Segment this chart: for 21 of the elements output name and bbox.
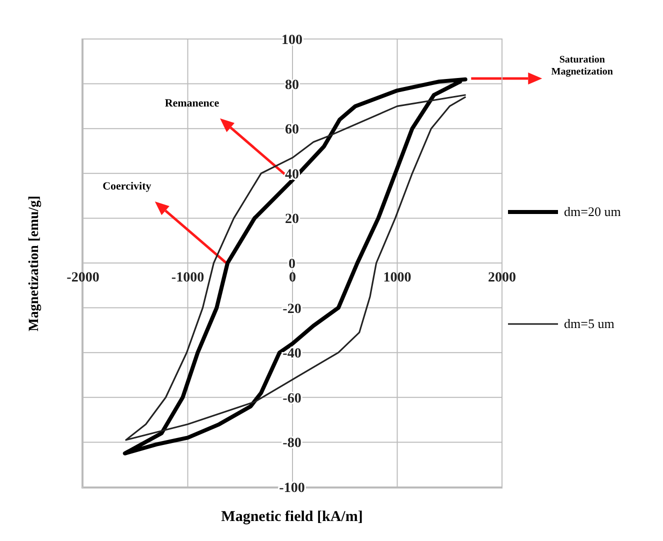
y-tick-label: 100	[282, 33, 302, 48]
annotation: Remanence	[164, 97, 220, 110]
annotation: Coercivity	[102, 180, 152, 192]
x-tick-label: -1000	[171, 270, 204, 286]
y-tick-label: 80	[285, 78, 299, 93]
text: Saturation Magnetization	[551, 54, 614, 78]
y-tick-label: -20	[282, 302, 302, 317]
x-tick-label: -2000	[66, 270, 100, 286]
y-tick-label: 60	[285, 122, 299, 138]
y-tick-label: -80	[282, 436, 302, 452]
legend-label: dm=20 um	[564, 204, 621, 220]
x-axis-title: Magnetic field [kA/m]	[221, 509, 363, 525]
y-tick-label: -40	[282, 346, 302, 362]
y-tick-label: 20	[285, 212, 299, 228]
y-tick-label: -60	[282, 391, 302, 406]
x-tick-label: 1000	[383, 270, 412, 286]
y-tick-label: -100	[279, 481, 305, 496]
legend-label: dm=5 um	[564, 316, 614, 332]
y-axis-title: Magnetization [emu/g]	[27, 196, 42, 332]
x-tick-label: 2000	[488, 270, 516, 286]
y-tick-label: 0	[288, 257, 296, 272]
